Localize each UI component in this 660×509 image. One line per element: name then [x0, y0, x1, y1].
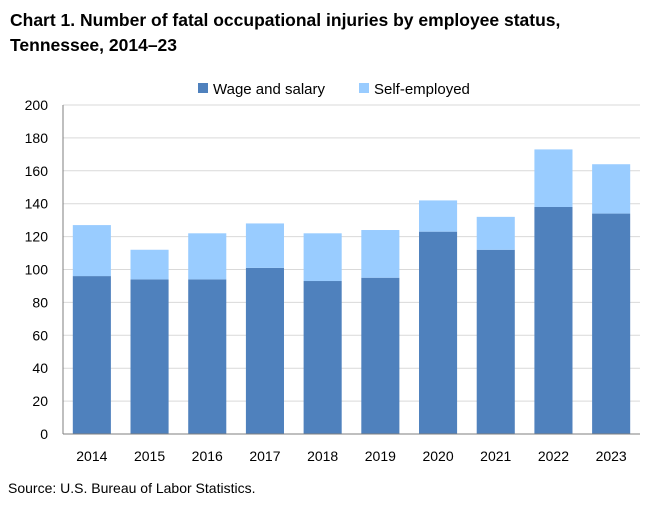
bar-wage-and-salary-2018 [303, 281, 342, 434]
legend-label: Self-employed [374, 81, 470, 98]
y-tick-label: 100 [25, 262, 49, 278]
bar-self-employed-2020 [419, 200, 458, 232]
bar-self-employed-2022 [534, 149, 573, 207]
bar-self-employed-2023 [592, 164, 631, 214]
x-tick-label: 2017 [249, 448, 280, 464]
bar-self-employed-2016 [188, 233, 227, 280]
bar-self-employed-2015 [130, 249, 169, 280]
x-tick-label: 2015 [134, 448, 165, 464]
y-tick-label: 60 [32, 327, 48, 343]
legend-swatch [198, 83, 208, 93]
x-tick-label: 2022 [538, 448, 569, 464]
chart-title: Chart 1. Number of fatal occupational in… [10, 10, 561, 55]
legend: Wage and salary Self-employed [198, 81, 470, 98]
bar-wage-and-salary-2015 [130, 279, 169, 434]
bar-wage-and-salary-2022 [534, 206, 573, 434]
bar-self-employed-2021 [476, 216, 515, 250]
bar-self-employed-2014 [72, 225, 111, 277]
bar-self-employed-2017 [245, 223, 284, 268]
y-tick-label: 0 [40, 426, 48, 442]
bar-wage-and-salary-2016 [188, 279, 227, 434]
y-tick-label: 180 [25, 130, 49, 146]
bar-wage-and-salary-2021 [476, 249, 515, 434]
bar-wage-and-salary-2014 [72, 276, 111, 434]
x-tick-label: 2014 [76, 448, 107, 464]
x-tick-label: 2019 [365, 448, 396, 464]
legend-swatch [359, 83, 369, 93]
y-tick-label: 20 [32, 393, 48, 409]
y-tick-label: 140 [25, 196, 49, 212]
y-tick-label: 200 [25, 97, 49, 113]
bar-self-employed-2018 [303, 233, 342, 282]
y-tick-label: 160 [25, 163, 49, 179]
y-tick-label: 80 [32, 294, 48, 310]
bar-self-employed-2019 [361, 230, 400, 278]
bar-wage-and-salary-2019 [361, 277, 400, 434]
y-axis-ticks: 0 20 40 60 80 100 120 140 160 180 200 [25, 97, 49, 442]
legend-label: Wage and salary [213, 81, 326, 98]
y-tick-label: 120 [25, 229, 49, 245]
x-tick-label: 2020 [422, 448, 453, 464]
axes [62, 105, 640, 435]
x-tick-label: 2018 [307, 448, 338, 464]
bar-wage-and-salary-2017 [245, 267, 284, 434]
x-tick-label: 2021 [480, 448, 511, 464]
bar-wage-and-salary-2020 [419, 231, 458, 434]
x-axis-ticks: 2014 2015 2016 2017 2018 2019 2020 2021 2022 2023 [76, 448, 627, 464]
x-tick-label: 2023 [596, 448, 627, 464]
x-tick-label: 2016 [192, 448, 223, 464]
source-note: Source: U.S. Bureau of Labor Statistics. [8, 480, 256, 496]
bars [72, 149, 631, 434]
bar-wage-and-salary-2023 [592, 213, 631, 434]
y-tick-label: 40 [32, 360, 48, 376]
